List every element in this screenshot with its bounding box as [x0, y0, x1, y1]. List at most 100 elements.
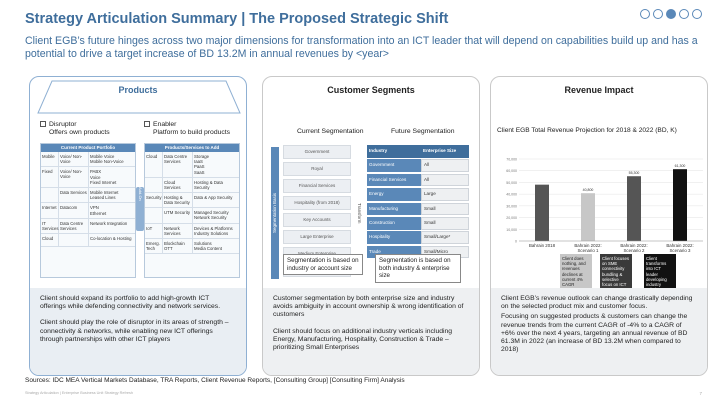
table-cell: Storage IaaS PaaS SaaS: [194, 154, 210, 175]
data-label: 61,300: [675, 164, 686, 168]
table-row: Mobile Voice/ Non-Voice Mobile Voice Mobil…: [41, 152, 135, 168]
bar: [673, 169, 687, 241]
table-cell: Mobile Voice Mobile Non-Voice: [90, 154, 124, 165]
products-description: Client should expand its portfolio to ad…: [30, 288, 246, 375]
sources: Sources: IDC MEA Vertical Markets Databa…: [25, 377, 405, 384]
segment-item: Government: [283, 145, 351, 159]
table-cell: Data Centre Services: [59, 218, 89, 233]
industry-cell: Construction: [367, 216, 421, 230]
page-title: Strategy Articulation Summary | The Prop…: [25, 11, 449, 27]
table-cell: PABX Voice Fixed Internet: [90, 169, 117, 185]
scenario-note: Client focuses on SME connectivity bundl…: [600, 254, 632, 288]
description-text: Client should expand its portfolio to ad…: [40, 295, 221, 311]
table-row: Government All: [367, 159, 469, 172]
table-cell: IT Services: [42, 218, 59, 233]
products-header-shape: [37, 80, 241, 114]
segmentation-basis-bar: Segmentation Basis: [271, 147, 279, 279]
size-cell: Small: [421, 216, 469, 230]
page-indicator: [640, 9, 702, 19]
data-label: 55,300: [629, 171, 640, 175]
size-cell: All: [421, 173, 469, 187]
table-cell: Internet: [41, 203, 59, 218]
table-row: Construction Small: [367, 216, 469, 230]
table-header: Products/Services to Add: [145, 144, 239, 152]
note-future: Segmentation is based on both industry &…: [375, 254, 461, 283]
industry-cell: Hospitality: [367, 231, 421, 244]
segments-card: Customer Segments Current Segmentation F…: [262, 76, 480, 376]
size-cell: Large: [421, 188, 469, 201]
transform-label: Transform: [357, 202, 362, 224]
revenue-description: Client EGB’s revenue outlook can change …: [491, 288, 707, 375]
size-cell: Small/Large*: [421, 231, 469, 244]
table-cell: [145, 177, 163, 193]
page-dot[interactable]: [679, 9, 689, 19]
option-enabler[interactable]: Enabler Platform to build products: [144, 121, 230, 137]
x-tick-label: Bahrain 2018: [529, 243, 556, 248]
industry-cell: Manufacturing: [367, 202, 421, 216]
table-cell: Cloud Services: [163, 177, 193, 193]
page-dot-active[interactable]: [666, 9, 676, 19]
segments-description: Customer segmentation by both enterprise…: [263, 288, 479, 375]
table-cell: Network Integration: [90, 220, 128, 226]
table-cell: Data & App Security: [194, 195, 233, 201]
page-subtitle: Client EGB’s future hinges across two ma…: [25, 35, 698, 60]
page-number: 7: [699, 391, 702, 396]
table-header-row: Industry Enterprise Size: [367, 145, 469, 158]
y-tick-label: 10,000: [506, 228, 517, 232]
table-cell: Blockchain OTT: [163, 239, 193, 254]
table-cell: Devices & Platforms Industry Solutions: [194, 225, 233, 236]
segment-item: Hospitality (from 2018): [283, 195, 351, 210]
y-tick-label: 50,000: [506, 181, 517, 185]
future-seg-table: Industry Enterprise Size Government All Fi…: [367, 145, 469, 260]
table-cell: Managed Security Network Security: [194, 210, 229, 221]
table-cell: Datacom: [59, 203, 89, 218]
y-tick-label: 20,000: [506, 216, 517, 220]
table-row: UTM Security Managed Security Network Sec…: [145, 208, 239, 224]
checkbox-icon[interactable]: [144, 121, 150, 128]
y-tick-label: 70,000: [506, 158, 517, 162]
note-current: Segmentation is based on industry or acc…: [283, 254, 363, 276]
table-row: Data Services Mobile Internet Leased Line…: [41, 188, 135, 204]
page-dot[interactable]: [692, 9, 702, 19]
current-seg-header: Current Segmentation: [297, 128, 364, 135]
table-row: Cloud Data Centre Services Storage IaaS Pa…: [145, 152, 239, 178]
current-seg-list: Government Royal Financial Services Hospita…: [283, 145, 351, 281]
table-cell: Security: [145, 193, 163, 208]
option-disruptor[interactable]: Disruptor Offers own products: [40, 121, 110, 137]
segment-item: Key Accounts: [283, 212, 351, 227]
chart-title: Client EGB Total Revenue Projection for …: [497, 127, 677, 134]
table-cell: VPN Ethernet: [90, 205, 107, 216]
table-cell: [59, 233, 89, 246]
table-cell: Fixed: [41, 167, 59, 188]
table-cell: Hosting & Data Security: [163, 193, 193, 208]
header-cell: Enterprise Size: [421, 145, 469, 158]
description-text: Client EGB’s revenue outlook can change …: [501, 295, 693, 311]
table-row: IT Services Data Centre Services Network I…: [41, 218, 135, 234]
products-title: Products: [118, 85, 158, 95]
scenario-note: Client transforms into ICT leader develo…: [644, 254, 676, 292]
table-cell: IoT: [145, 223, 163, 239]
x-tick-label: Scenario 2: [624, 248, 646, 253]
segment-item: Royal: [283, 161, 351, 176]
description-text: Client should focus on additional indust…: [273, 327, 453, 352]
table-cell: Emerg. Tech: [145, 239, 163, 254]
page-dot[interactable]: [653, 9, 663, 19]
table-cell: Voice/ Non-Voice: [59, 167, 89, 188]
table-row: Manufacturing Small: [367, 202, 469, 216]
x-tick-label: Bahrain 2022:: [620, 243, 647, 248]
table-row: Cloud Services Hosting & Data Security: [145, 177, 239, 194]
segment-item: Large Enterprise: [283, 229, 351, 244]
description-text: Customer segmentation by both enterprise…: [273, 295, 464, 319]
checkbox-icon[interactable]: [40, 121, 46, 128]
size-cell: All: [421, 159, 469, 172]
page-dot[interactable]: [640, 9, 650, 19]
table-cell: [145, 208, 163, 223]
connector-label: Add-On: [138, 187, 143, 201]
y-tick-label: 30,000: [506, 204, 517, 208]
table-row: Internet Datacom VPN Ethernet: [41, 203, 135, 219]
scenario-note: Client does nothing, and revenues declin…: [560, 254, 592, 288]
y-tick-label: 40,000: [506, 193, 517, 197]
future-seg-header: Future Segmentation: [391, 128, 455, 135]
table-cell: Mobile: [41, 152, 59, 167]
